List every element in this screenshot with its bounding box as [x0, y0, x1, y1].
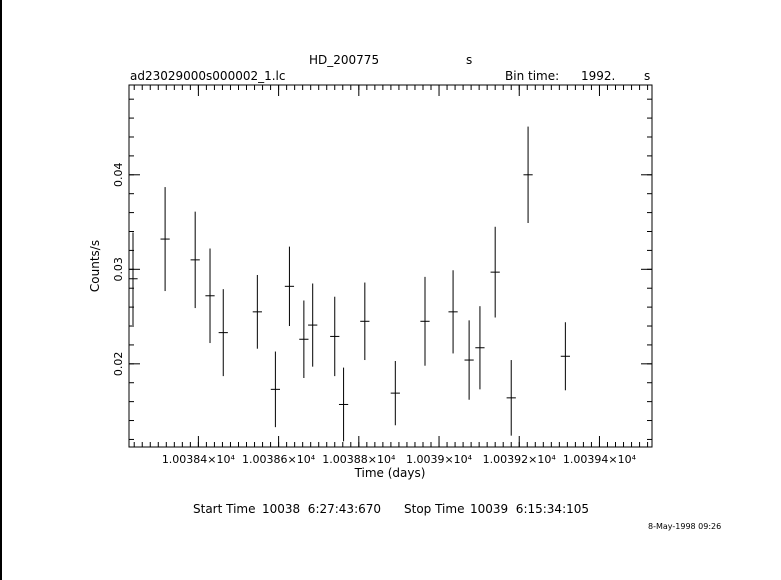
stop-time-label: Stop Time — [404, 502, 465, 516]
data-point — [523, 126, 533, 223]
plot-timestamp: 8-May-1998 09:26 — [648, 522, 722, 531]
data-point — [190, 211, 200, 309]
x-tick-label: 1.0039×10⁴ — [406, 453, 473, 466]
data-point — [330, 296, 340, 377]
x-axis-label: Time (days) — [354, 466, 426, 480]
data-point — [205, 248, 215, 344]
data-point — [390, 360, 400, 426]
x-tick-label: 1.00388×10⁴ — [322, 453, 396, 466]
data-point — [160, 187, 170, 292]
data-point — [129, 232, 138, 326]
x-tick-label: 1.00386×10⁴ — [242, 453, 316, 466]
data-point — [420, 276, 430, 366]
y-tick-label: 0.03 — [112, 257, 125, 282]
data-point — [284, 246, 295, 327]
y-tick-label: 0.02 — [112, 352, 125, 377]
data-point — [448, 270, 458, 354]
y-tick-label: 0.04 — [112, 163, 125, 188]
object-name: HD_200775 — [309, 53, 380, 67]
bin-time-value: 1992. — [581, 69, 616, 83]
axis-ticks — [129, 85, 652, 447]
data-point — [560, 322, 570, 391]
data-point — [299, 300, 309, 379]
data-point — [338, 367, 349, 442]
x-tick-label: 1.00394×10⁴ — [563, 453, 637, 466]
data-point — [464, 320, 474, 400]
data-point — [506, 360, 516, 436]
start-time-label: Start Time — [193, 502, 256, 516]
data-point — [252, 274, 262, 349]
plot-frame — [128, 84, 653, 448]
data-point — [475, 306, 485, 390]
start-time-value: 10038 6:27:43:670 — [262, 502, 382, 516]
x-tick-label: 1.00392×10⁴ — [483, 453, 557, 466]
data-point — [308, 283, 318, 367]
data-point — [490, 226, 500, 318]
tick-labels: 1.00384×10⁴ 1.00386×10⁴ 1.00388×10⁴ 1.0039×… — [112, 163, 637, 466]
data-point — [270, 351, 281, 428]
data-points — [129, 126, 570, 442]
object-unit: s — [466, 53, 473, 67]
x-tick-label: 1.00384×10⁴ — [162, 453, 236, 466]
data-point — [360, 282, 370, 361]
data-point — [218, 289, 228, 377]
lightcurve-filename: ad23029000s000002_1.lc — [130, 69, 286, 83]
window-left-border — [0, 0, 2, 580]
y-axis-label: Counts/s — [88, 240, 102, 292]
bin-time-unit: s — [644, 69, 651, 83]
bin-time-label: Bin time: — [505, 69, 560, 83]
stop-time-value: 10039 6:15:34:105 — [470, 502, 590, 516]
